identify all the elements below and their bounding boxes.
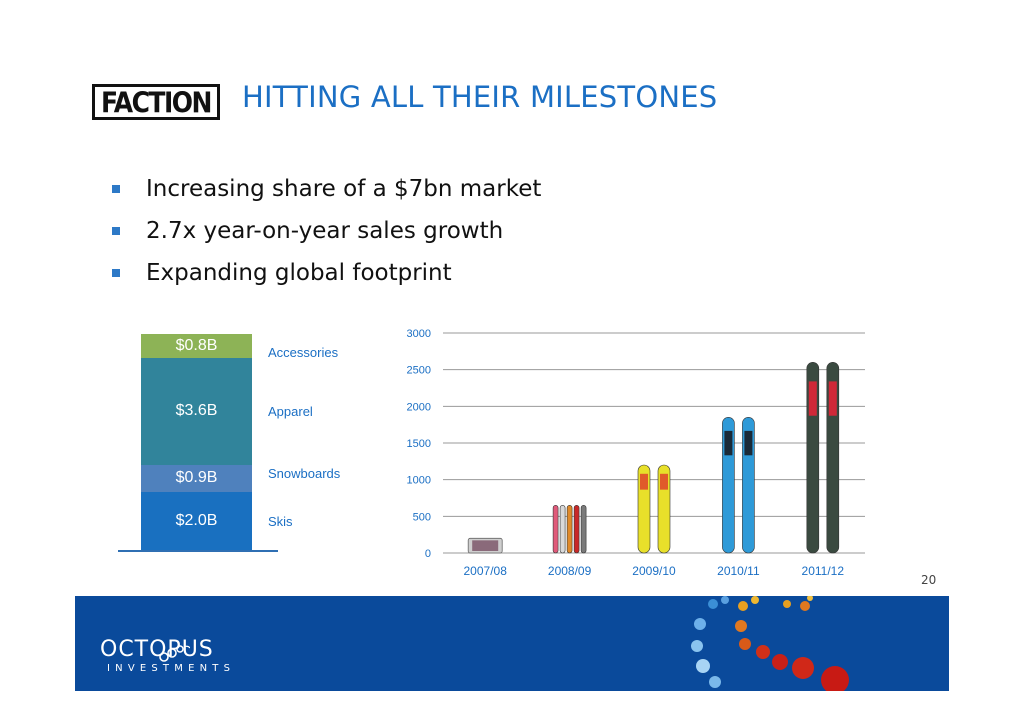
bar-2010/11	[722, 417, 755, 554]
octopus-brand-subtitle: INVESTMENTS	[107, 663, 236, 674]
x-tick-label: 2009/10	[632, 564, 676, 578]
y-tick-label: 3000	[407, 328, 431, 340]
footer-banner	[75, 596, 949, 691]
bar-2007/08	[467, 537, 503, 554]
bar-graphic	[724, 430, 733, 456]
bar-graphic	[744, 430, 753, 456]
bar-graphic	[828, 381, 837, 416]
stack-segment-apparel: $3.6B	[141, 357, 252, 465]
stack-segment-accessories: $0.8B	[141, 334, 252, 358]
faction-logo: FACTION	[92, 84, 220, 120]
bullet-item: 2.7x year-on-year sales growth	[112, 210, 541, 252]
y-tick-label: 1000	[407, 475, 431, 487]
page-title: HITTING ALL THEIR MILESTONES	[242, 80, 718, 114]
bullet-text: Increasing share of a $7bn market	[146, 176, 542, 202]
bar-2009/10	[637, 464, 671, 554]
stack-label-apparel: Apparel	[268, 404, 313, 419]
x-tick-label: 2007/08	[464, 564, 508, 578]
stack-value: $3.6B	[175, 402, 218, 420]
bullet-square-icon	[112, 269, 120, 277]
bullet-text: Expanding global footprint	[146, 260, 452, 286]
octopus-tentacle-icon	[159, 645, 190, 662]
page-number: 20	[921, 573, 937, 587]
bar-graphic	[640, 473, 648, 490]
x-tick-label: 2011/12	[802, 564, 845, 578]
bar	[566, 505, 573, 554]
bar	[559, 505, 566, 554]
market-stack: $0.8B $3.6B $0.9B $2.0B	[141, 334, 252, 551]
bullet-item: Increasing share of a $7bn market	[112, 168, 541, 210]
bullet-text: 2.7x year-on-year sales growth	[146, 218, 504, 244]
y-tick-label: 2500	[407, 365, 431, 377]
faction-logo-text: FACTION	[101, 85, 212, 119]
stack-segment-snowboards: $0.9B	[141, 464, 252, 492]
stack-value: $2.0B	[175, 512, 218, 530]
stack-value: $0.9B	[175, 469, 218, 487]
stack-base-line	[118, 550, 278, 552]
stack-label-snowboards: Snowboards	[268, 466, 341, 481]
bar-graphic	[472, 540, 499, 551]
y-tick-label: 2000	[407, 401, 431, 413]
y-tick-label: 1500	[407, 438, 431, 450]
bar-graphic	[808, 381, 817, 416]
stack-label-skis: Skis	[268, 514, 293, 529]
stack-segment-skis: $2.0B	[141, 491, 252, 551]
x-tick-label: 2008/09	[548, 564, 592, 578]
octopus-brand-name: OCTOPUS	[100, 637, 214, 662]
bar-2008/09	[552, 505, 587, 554]
y-tick-label: 0	[425, 548, 431, 560]
bullet-item: Expanding global footprint	[112, 252, 541, 294]
x-tick-label: 2010/11	[717, 564, 760, 578]
bar	[552, 505, 559, 554]
bar-2011/12	[806, 362, 840, 554]
bullet-list: Increasing share of a $7bn market 2.7x y…	[112, 168, 541, 294]
bar	[573, 505, 580, 554]
bar-graphic	[660, 473, 668, 490]
bullet-square-icon	[112, 227, 120, 235]
sales-chart: 0 500 1000 1500 2000 2500 3000 2007/08 2008/09 20…	[407, 328, 865, 578]
stack-label-accessories: Accessories	[268, 345, 339, 360]
bar	[580, 505, 587, 554]
tentacle-decoration	[691, 596, 849, 691]
stack-value: $0.8B	[175, 336, 218, 354]
bullet-square-icon	[112, 185, 120, 193]
y-tick-label: 500	[413, 511, 431, 523]
tentacle-dots-icon	[691, 596, 849, 691]
